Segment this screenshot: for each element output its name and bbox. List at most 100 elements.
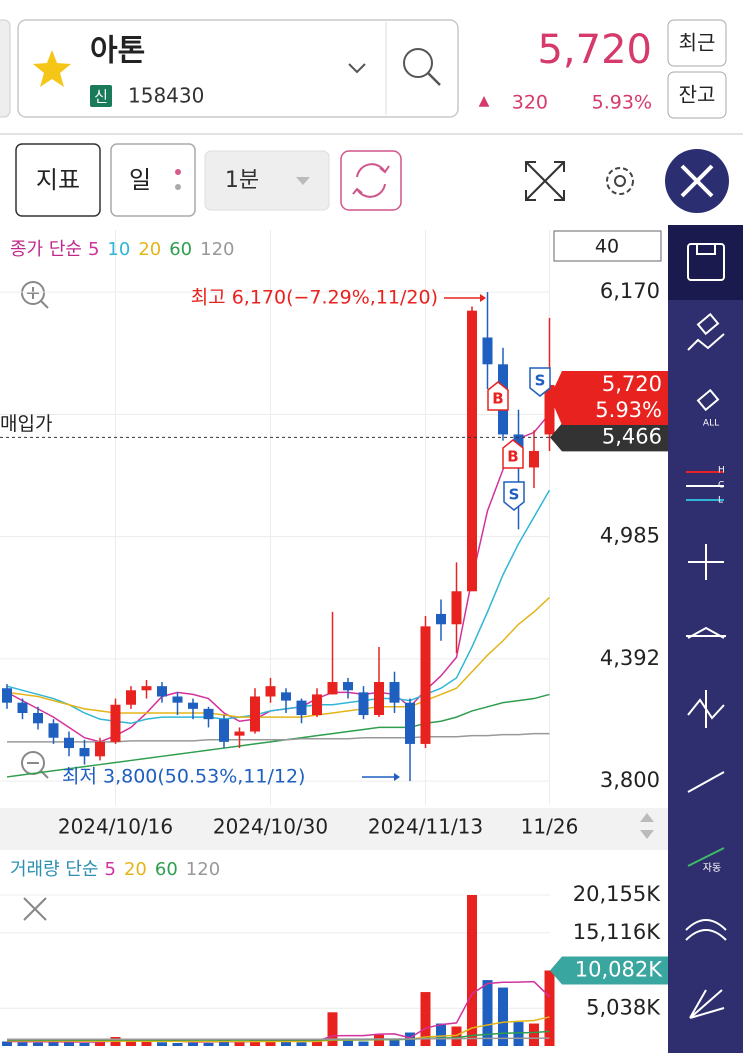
dropdown-chevron[interactable]: [348, 63, 366, 74]
ma-line: [7, 1037, 550, 1041]
side-tool-active[interactable]: [668, 225, 743, 300]
y-tick-label: 15,116K: [573, 920, 661, 944]
price-tag-label: 5,720: [602, 372, 662, 396]
volume-bar: [482, 980, 493, 1046]
period-value: 40: [595, 236, 619, 258]
recent-button[interactable]: [667, 19, 727, 67]
volume-bar: [79, 1043, 90, 1046]
high-annotation: 최고 6,170(−7.29%,11/20): [191, 287, 438, 309]
scroll-up[interactable]: [640, 813, 654, 822]
candle-body: [281, 692, 291, 701]
side-toolbar: [668, 225, 743, 1053]
legend-entry: 5: [88, 239, 99, 260]
candle-body: [467, 310, 477, 592]
refresh-button[interactable]: [340, 150, 402, 211]
indicator-button[interactable]: [15, 143, 101, 217]
volume-bar: [64, 1042, 74, 1046]
candle-body: [64, 737, 74, 749]
search-icon[interactable]: [403, 48, 433, 78]
candle-body: [126, 690, 136, 705]
candle-body: [529, 450, 539, 468]
volume-bar: [529, 1023, 539, 1046]
ma-line: [6, 1016, 550, 1043]
volume-bar: [389, 1040, 400, 1046]
volume-bar: [203, 1043, 214, 1046]
favorite-star[interactable]: [33, 50, 71, 87]
candle-body: [234, 731, 245, 736]
trade-marker: [502, 439, 524, 469]
stock-selector[interactable]: [17, 19, 459, 118]
volume-bar: [436, 1023, 446, 1046]
candle-body: [110, 704, 121, 742]
y-tick-label: 3,800: [600, 768, 660, 792]
candle-body: [95, 741, 105, 757]
auto-trend-icon[interactable]: [687, 847, 725, 867]
prev-tab[interactable]: [0, 19, 11, 118]
eraser-all-icon[interactable]: [696, 388, 720, 412]
volume-bar: [312, 1041, 322, 1046]
candle-body: [33, 712, 43, 724]
recent-label: 최근: [679, 31, 716, 55]
interval-dropdown[interactable]: [204, 150, 330, 211]
candle-body: [172, 696, 183, 703]
draw-icon[interactable]: [687, 333, 725, 351]
volume-bar: [2, 1041, 12, 1046]
fan-icon[interactable]: [689, 989, 725, 1019]
candle-body: [327, 682, 338, 695]
trade-marker-label: S: [509, 486, 520, 504]
dot: [175, 184, 181, 190]
volume-bar: [157, 1042, 167, 1046]
candle-body: [2, 688, 12, 703]
legend-label: 거래량 단순: [10, 859, 99, 880]
y-tick-label: 20,155K: [573, 882, 661, 906]
stock-code: 158430: [128, 84, 204, 108]
change-arrow: ▲: [479, 93, 490, 109]
legend-entry: 10: [107, 239, 130, 260]
candle-body: [219, 719, 229, 742]
balance-label: 잔고: [679, 83, 716, 107]
change: 320: [512, 92, 548, 114]
volume-bar: [451, 1026, 462, 1046]
period-button[interactable]: [110, 143, 196, 217]
triangle-icon[interactable]: [687, 626, 725, 639]
y-tick-label: 4,392: [600, 646, 660, 670]
dropdown-arrow: [296, 177, 310, 185]
balance-button[interactable]: [667, 71, 727, 119]
volume-bar: [95, 1041, 105, 1046]
period-box[interactable]: [553, 230, 662, 262]
volume-bar: [420, 992, 431, 1046]
x-tick-label: 2024/10/30: [213, 815, 328, 839]
candle-body: [157, 686, 167, 697]
volume-bar: [296, 1042, 307, 1046]
legend-entry: 120: [186, 859, 220, 880]
stock-name: 아톤: [90, 34, 145, 69]
fullscreen-icon[interactable]: [525, 161, 565, 201]
side-tool-text: L: [718, 496, 723, 506]
zoom-in[interactable]: [21, 281, 45, 305]
volume-bar: [498, 987, 508, 1046]
low-annotation: 최저 3,800(50.53%,11/12): [62, 766, 305, 788]
settings-icon[interactable]: [606, 167, 634, 195]
arc-icon[interactable]: [685, 919, 727, 941]
date-axis-band: [0, 808, 668, 850]
x-tick-label: 2024/10/16: [58, 815, 173, 839]
interval-label: 1분: [225, 168, 259, 193]
ma-line: [6, 489, 551, 725]
volume-bar: [358, 1041, 369, 1046]
y-tick-label: 5,038K: [586, 995, 661, 1019]
side-tool-text: H: [718, 466, 725, 476]
candle-body: [405, 702, 415, 744]
trade-marker: [503, 481, 525, 511]
indicator-label: 지표: [36, 166, 80, 194]
x-tick-label: 2024/11/13: [368, 815, 483, 839]
legend-entry: 20: [138, 239, 161, 260]
change-rate: 5.93%: [592, 92, 652, 114]
volume-bar: [544, 970, 555, 1046]
ma-line: [6, 693, 550, 778]
legend-entry: 60: [155, 859, 178, 880]
trend-icon[interactable]: [687, 771, 725, 793]
volume-bar: [513, 1022, 524, 1046]
candle-body: [420, 626, 431, 744]
scroll-down[interactable]: [640, 830, 654, 839]
price-tag-change: 5.93%: [595, 398, 662, 422]
